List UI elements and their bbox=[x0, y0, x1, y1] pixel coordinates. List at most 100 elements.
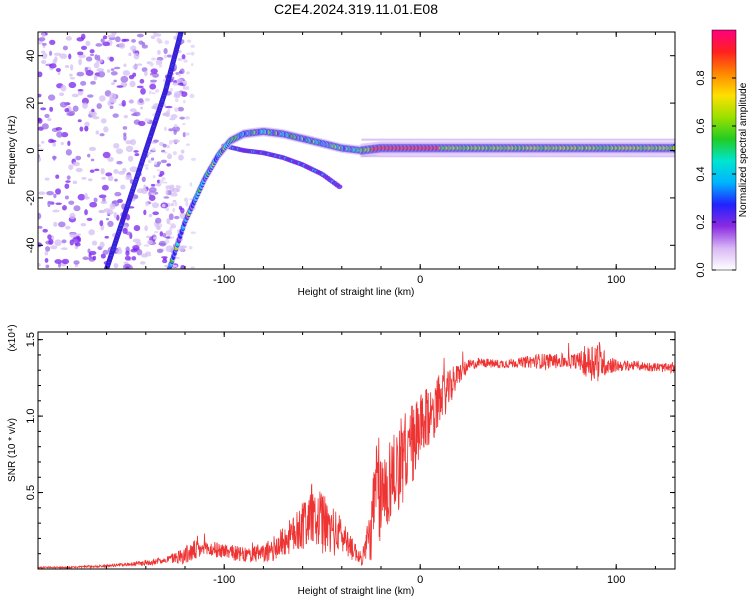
band-edge bbox=[379, 138, 383, 141]
band-edge bbox=[617, 138, 621, 141]
noise-speckle bbox=[65, 149, 72, 156]
noise-speckle bbox=[149, 79, 158, 83]
band-edge bbox=[649, 155, 653, 158]
noise-speckle bbox=[166, 144, 171, 149]
band-edge bbox=[423, 138, 427, 141]
noise-speckle bbox=[113, 168, 119, 174]
noise-speckle bbox=[38, 191, 46, 195]
band-edge bbox=[537, 138, 541, 141]
band-edge bbox=[508, 155, 512, 158]
band-edge bbox=[634, 138, 638, 141]
noise-speckle bbox=[165, 230, 173, 237]
band-edge bbox=[443, 155, 447, 158]
noise-speckle bbox=[107, 34, 116, 38]
noise-speckle bbox=[91, 108, 95, 113]
noise-speckle bbox=[84, 121, 90, 127]
noise-speckle bbox=[177, 106, 184, 112]
noise-speckle bbox=[102, 41, 110, 47]
band-edge bbox=[379, 155, 383, 158]
noise-speckle bbox=[146, 235, 151, 239]
band-edge bbox=[499, 138, 503, 141]
noise-speckle bbox=[59, 92, 65, 97]
noise-speckle bbox=[89, 49, 95, 54]
band-edge bbox=[402, 138, 406, 141]
noise-speckle bbox=[81, 176, 87, 180]
x-tick-label: 0 bbox=[417, 574, 423, 586]
noise-speckle bbox=[159, 179, 164, 184]
noise-speckle bbox=[190, 266, 195, 269]
noise-speckle bbox=[171, 115, 175, 120]
noise-speckle bbox=[158, 64, 163, 68]
noise-speckle bbox=[144, 117, 150, 123]
noise-speckle bbox=[52, 209, 60, 213]
noise-speckle bbox=[133, 150, 139, 153]
spectrogram-panel: -100 0 100 -40 -20 0 20 40 Height of straight l… bbox=[7, 31, 676, 298]
noise-speckle bbox=[161, 203, 166, 208]
noise-speckle bbox=[156, 248, 164, 254]
band-edge bbox=[455, 138, 459, 141]
noise-speckle bbox=[59, 53, 68, 59]
noise-speckle bbox=[147, 239, 154, 245]
noise-speckle bbox=[87, 178, 93, 182]
noise-speckle bbox=[82, 102, 88, 109]
noise-speckle bbox=[123, 261, 129, 265]
band-edge bbox=[458, 138, 462, 141]
band-edge bbox=[390, 155, 394, 158]
y-tick-label: 1.0 bbox=[25, 408, 37, 423]
noise-speckle bbox=[64, 64, 70, 69]
noise-speckle bbox=[174, 201, 178, 207]
noise-speckle bbox=[103, 208, 112, 212]
noise-speckle bbox=[65, 225, 71, 230]
noise-speckle bbox=[93, 74, 98, 81]
band-edge bbox=[449, 138, 453, 141]
noise-speckle bbox=[113, 211, 118, 219]
band-edge bbox=[376, 155, 380, 158]
noise-speckle bbox=[147, 159, 152, 164]
band-edge bbox=[531, 138, 535, 141]
noise-speckle bbox=[115, 248, 123, 255]
band-edge bbox=[393, 155, 397, 158]
noise-speckle bbox=[99, 209, 104, 213]
band-edge bbox=[534, 155, 538, 158]
noise-speckle bbox=[130, 45, 137, 52]
noise-speckle bbox=[176, 186, 182, 189]
noise-speckle bbox=[93, 62, 100, 69]
noise-speckle bbox=[174, 91, 182, 97]
noise-speckle bbox=[155, 59, 161, 63]
band-edge bbox=[411, 138, 415, 141]
noise-speckle bbox=[38, 37, 46, 42]
band-edge bbox=[414, 138, 418, 141]
noise-speckle bbox=[141, 44, 148, 49]
band-edge bbox=[511, 155, 515, 158]
band-edge bbox=[517, 155, 521, 158]
noise-speckle bbox=[140, 261, 146, 265]
y-tick-label: 0 bbox=[25, 147, 37, 153]
noise-speckle bbox=[122, 126, 128, 130]
band-edge bbox=[543, 138, 547, 141]
noise-speckle bbox=[148, 213, 153, 218]
band-edge bbox=[528, 138, 532, 141]
noise-speckle bbox=[122, 70, 131, 76]
noise-speckle bbox=[150, 68, 158, 74]
band-edge bbox=[590, 138, 594, 141]
noise-speckle bbox=[189, 182, 193, 187]
noise-speckle bbox=[136, 85, 144, 89]
noise-speckle bbox=[166, 217, 171, 225]
spectrogram-ticks: -100 0 100 -40 -20 0 20 40 bbox=[25, 32, 675, 286]
noise-speckle bbox=[104, 235, 109, 239]
noise-speckle bbox=[116, 85, 124, 88]
band-edge bbox=[611, 138, 615, 141]
noise-speckle bbox=[114, 178, 118, 182]
noise-speckle bbox=[55, 126, 63, 131]
band-edge bbox=[402, 155, 406, 158]
noise-speckle bbox=[75, 155, 82, 161]
noise-speckle bbox=[60, 84, 67, 92]
band-edge bbox=[584, 138, 588, 141]
band-edge bbox=[405, 155, 409, 158]
band-edge bbox=[449, 155, 453, 158]
y-tick-label: -40 bbox=[25, 237, 37, 253]
band-edge bbox=[467, 138, 471, 141]
noise-speckle bbox=[84, 192, 88, 199]
noise-speckle bbox=[138, 98, 144, 104]
noise-speckle bbox=[67, 140, 71, 147]
